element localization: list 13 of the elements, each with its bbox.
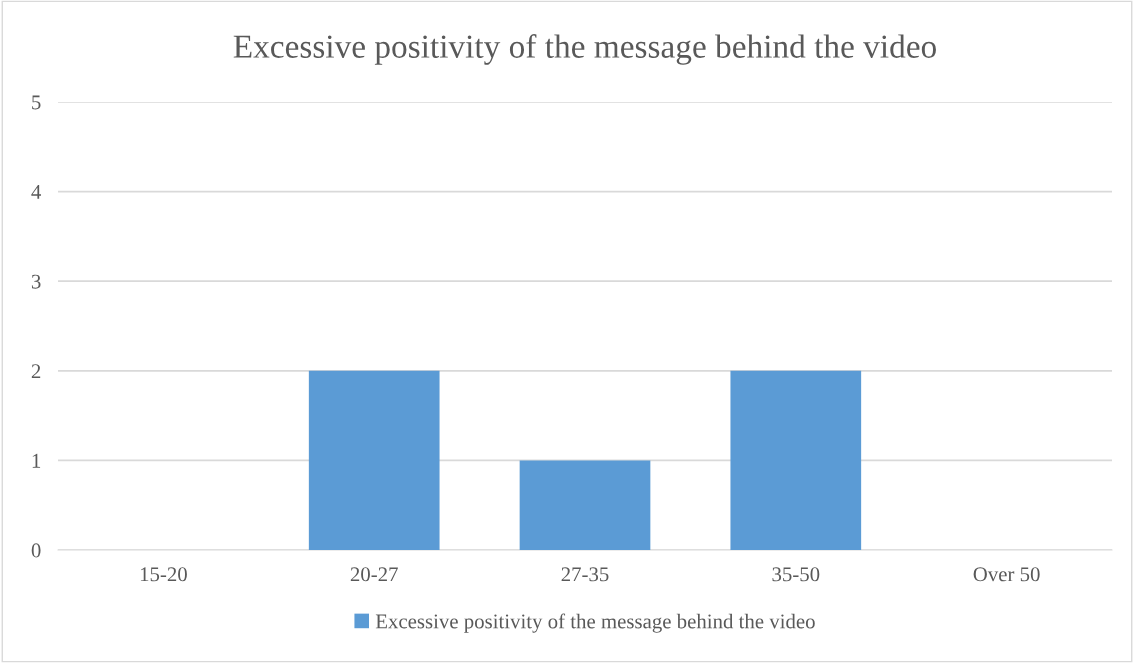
x-tick-label: 15-20 xyxy=(140,567,187,582)
chart-title: Excessive positivity of the message behind the video xyxy=(233,34,936,65)
y-tick-label: 3 xyxy=(31,274,41,289)
y-tick-label: 5 xyxy=(32,95,41,110)
y-tick-label: 0 xyxy=(31,543,41,558)
x-tick-label: 20-27 xyxy=(350,567,398,582)
y-tick-label: 1 xyxy=(32,453,41,468)
legend-label: Excessive positivity of the message behind the video xyxy=(375,613,815,633)
x-tick-label: 35-50 xyxy=(772,567,820,582)
x-tick-label: Over 50 xyxy=(973,567,1040,582)
y-tick-label: 2 xyxy=(31,364,41,379)
x-tick-label: 27-35 xyxy=(561,567,609,582)
y-tick-label: 4 xyxy=(31,185,42,199)
